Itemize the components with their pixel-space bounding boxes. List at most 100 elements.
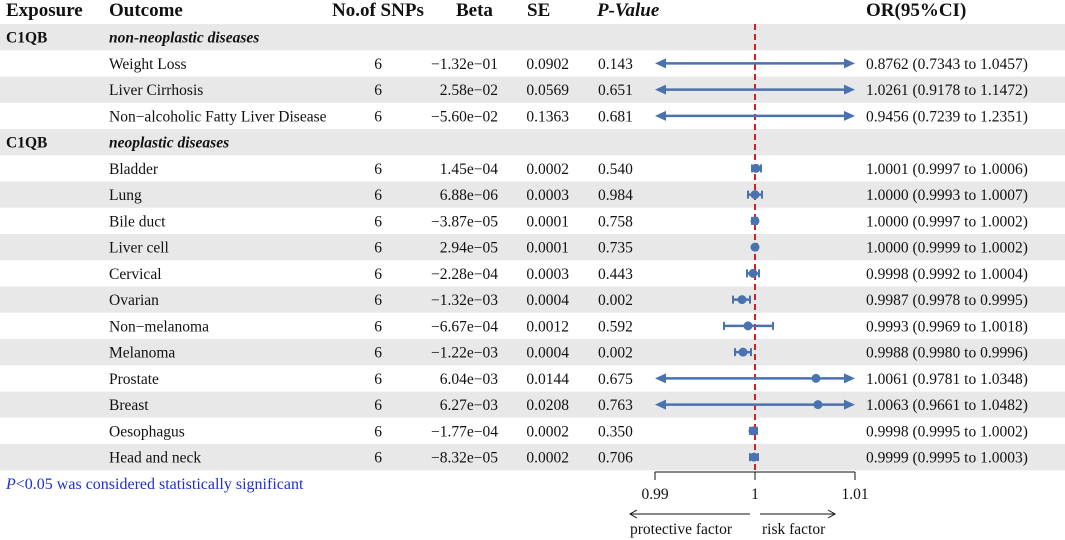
- significance-footnote: P<0.05 was considered statistically sign…: [6, 476, 303, 494]
- p-value: 0.984: [598, 187, 633, 204]
- outcome-label: Head and neck: [109, 450, 201, 467]
- outcome-label: Cervical: [109, 266, 162, 283]
- point-estimate: [748, 268, 758, 278]
- point-estimate: [749, 452, 759, 462]
- beta-value: −2.28e−04: [431, 266, 498, 283]
- beta-value: −8.32e−05: [431, 450, 498, 467]
- row-band: [0, 234, 1065, 261]
- protective-factor-label: protective factor: [630, 521, 733, 538]
- point-estimate: [750, 216, 760, 226]
- ci-arrow-left: [655, 373, 666, 384]
- header-exposure: Exposure: [6, 0, 83, 21]
- point-estimate: [811, 373, 821, 383]
- or-ci-label: 1.0000 (0.9997 to 1.0002): [866, 213, 1028, 230]
- beta-value: −1.32e−03: [431, 292, 498, 309]
- estimate-marks: [655, 58, 855, 462]
- protective-arrow-head: [628, 509, 638, 519]
- se-value: 0.0144: [526, 371, 569, 388]
- ci-arrow-left: [655, 58, 666, 69]
- group-exposure: C1QB: [6, 30, 47, 47]
- outcome-label: Non−alcoholic Fatty Liver Disease: [109, 108, 327, 125]
- p-value: 0.706: [598, 450, 633, 467]
- outcome-label: Lung: [109, 187, 142, 204]
- outcome-label: Bile duct: [109, 213, 166, 230]
- or-ci-label: 0.9998 (0.9992 to 1.0004): [866, 266, 1028, 283]
- outcome-label: Breast: [109, 397, 149, 414]
- se-value: 0.0569: [526, 82, 569, 99]
- beta-value: −1.22e−03: [431, 345, 498, 362]
- group-category: neoplastic diseases: [109, 135, 229, 152]
- outcome-label: Ovarian: [109, 292, 159, 309]
- se-value: 0.0001: [526, 240, 569, 257]
- se-value: 0.0004: [526, 345, 569, 362]
- p-value: 0.002: [598, 345, 633, 362]
- ci-arrow-left: [655, 84, 666, 95]
- point-estimate: [748, 426, 758, 436]
- nsnps-value: 6: [374, 108, 382, 125]
- point-estimate: [743, 321, 753, 331]
- or-ci-label: 0.9988 (0.9980 to 0.9996): [866, 345, 1028, 362]
- ci-arrow-right: [844, 373, 855, 384]
- or-ci-label: 0.8762 (0.7343 to 1.0457): [866, 56, 1028, 73]
- se-value: 0.0902: [526, 56, 569, 73]
- group-category: non-neoplastic diseases: [109, 30, 259, 47]
- row-bands: [0, 24, 1065, 471]
- header-beta: Beta: [456, 0, 493, 21]
- row-band: [0, 129, 1065, 156]
- beta-value: 1.45e−04: [440, 161, 498, 178]
- or-ci-label: 1.0061 (0.9781 to 1.0348): [866, 371, 1028, 388]
- point-estimate: [737, 295, 747, 305]
- point-estimate: [750, 242, 760, 252]
- p-value: 0.002: [598, 292, 633, 309]
- nsnps-value: 6: [374, 318, 382, 335]
- ci-arrow-left: [655, 399, 666, 410]
- outcome-label: Liver cell: [109, 240, 169, 257]
- nsnps-value: 6: [374, 240, 382, 257]
- ci-arrow-right: [844, 84, 855, 95]
- outcome-label: Oesophagus: [109, 423, 185, 440]
- header-se: SE: [527, 0, 550, 21]
- p-value: 0.735: [598, 240, 633, 257]
- p-value: 0.540: [598, 161, 633, 178]
- axis-tick-label: 1: [751, 486, 759, 503]
- nsnps-value: 6: [374, 292, 382, 309]
- ci-arrow-right: [844, 58, 855, 69]
- beta-value: 6.27e−03: [440, 397, 498, 414]
- row-band: [0, 286, 1065, 313]
- se-value: 0.1363: [526, 108, 569, 125]
- or-ci-label: 0.9993 (0.9969 to 1.0018): [866, 318, 1028, 335]
- p-value: 0.681: [598, 108, 633, 125]
- outcome-label: Non−melanoma: [109, 318, 209, 335]
- row-band: [0, 181, 1065, 208]
- or-ci-label: 0.9456 (0.7239 to 1.2351): [866, 108, 1028, 125]
- se-value: 0.0208: [526, 397, 569, 414]
- row-band: [0, 339, 1065, 366]
- outcome-label: Prostate: [109, 371, 159, 388]
- beta-value: 6.04e−03: [440, 371, 498, 388]
- nsnps-value: 6: [374, 371, 382, 388]
- table-header: Exposure Outcome No.of SNPs Beta SE P-Va…: [6, 0, 966, 21]
- or-ci-label: 1.0261 (0.9178 to 1.1472): [866, 82, 1028, 99]
- header-outcome: Outcome: [109, 0, 183, 21]
- row-band: [0, 391, 1065, 418]
- se-value: 0.0002: [526, 450, 569, 467]
- se-value: 0.0002: [526, 161, 569, 178]
- group-exposure: C1QB: [6, 135, 47, 152]
- risk-factor-label: risk factor: [762, 521, 826, 538]
- header-or-ci: OR(95%CI): [866, 0, 966, 21]
- se-value: 0.0002: [526, 423, 569, 440]
- outcome-label: Liver Cirrhosis: [109, 82, 203, 99]
- p-value: 0.592: [598, 318, 633, 335]
- ci-arrow-right: [844, 399, 855, 410]
- beta-value: −6.67e−04: [431, 318, 498, 335]
- axis-tick-label: 1.01: [841, 486, 868, 503]
- p-value: 0.143: [598, 56, 633, 73]
- outcome-label: Melanoma: [109, 345, 175, 362]
- se-value: 0.0001: [526, 213, 569, 230]
- p-value: 0.443: [598, 266, 633, 283]
- x-axis: 0.99 1 1.01 protective factor risk factor: [628, 471, 869, 538]
- outcome-label: Bladder: [109, 161, 159, 178]
- p-value: 0.350: [598, 423, 633, 440]
- nsnps-value: 6: [374, 397, 382, 414]
- beta-value: −3.87e−05: [431, 213, 498, 230]
